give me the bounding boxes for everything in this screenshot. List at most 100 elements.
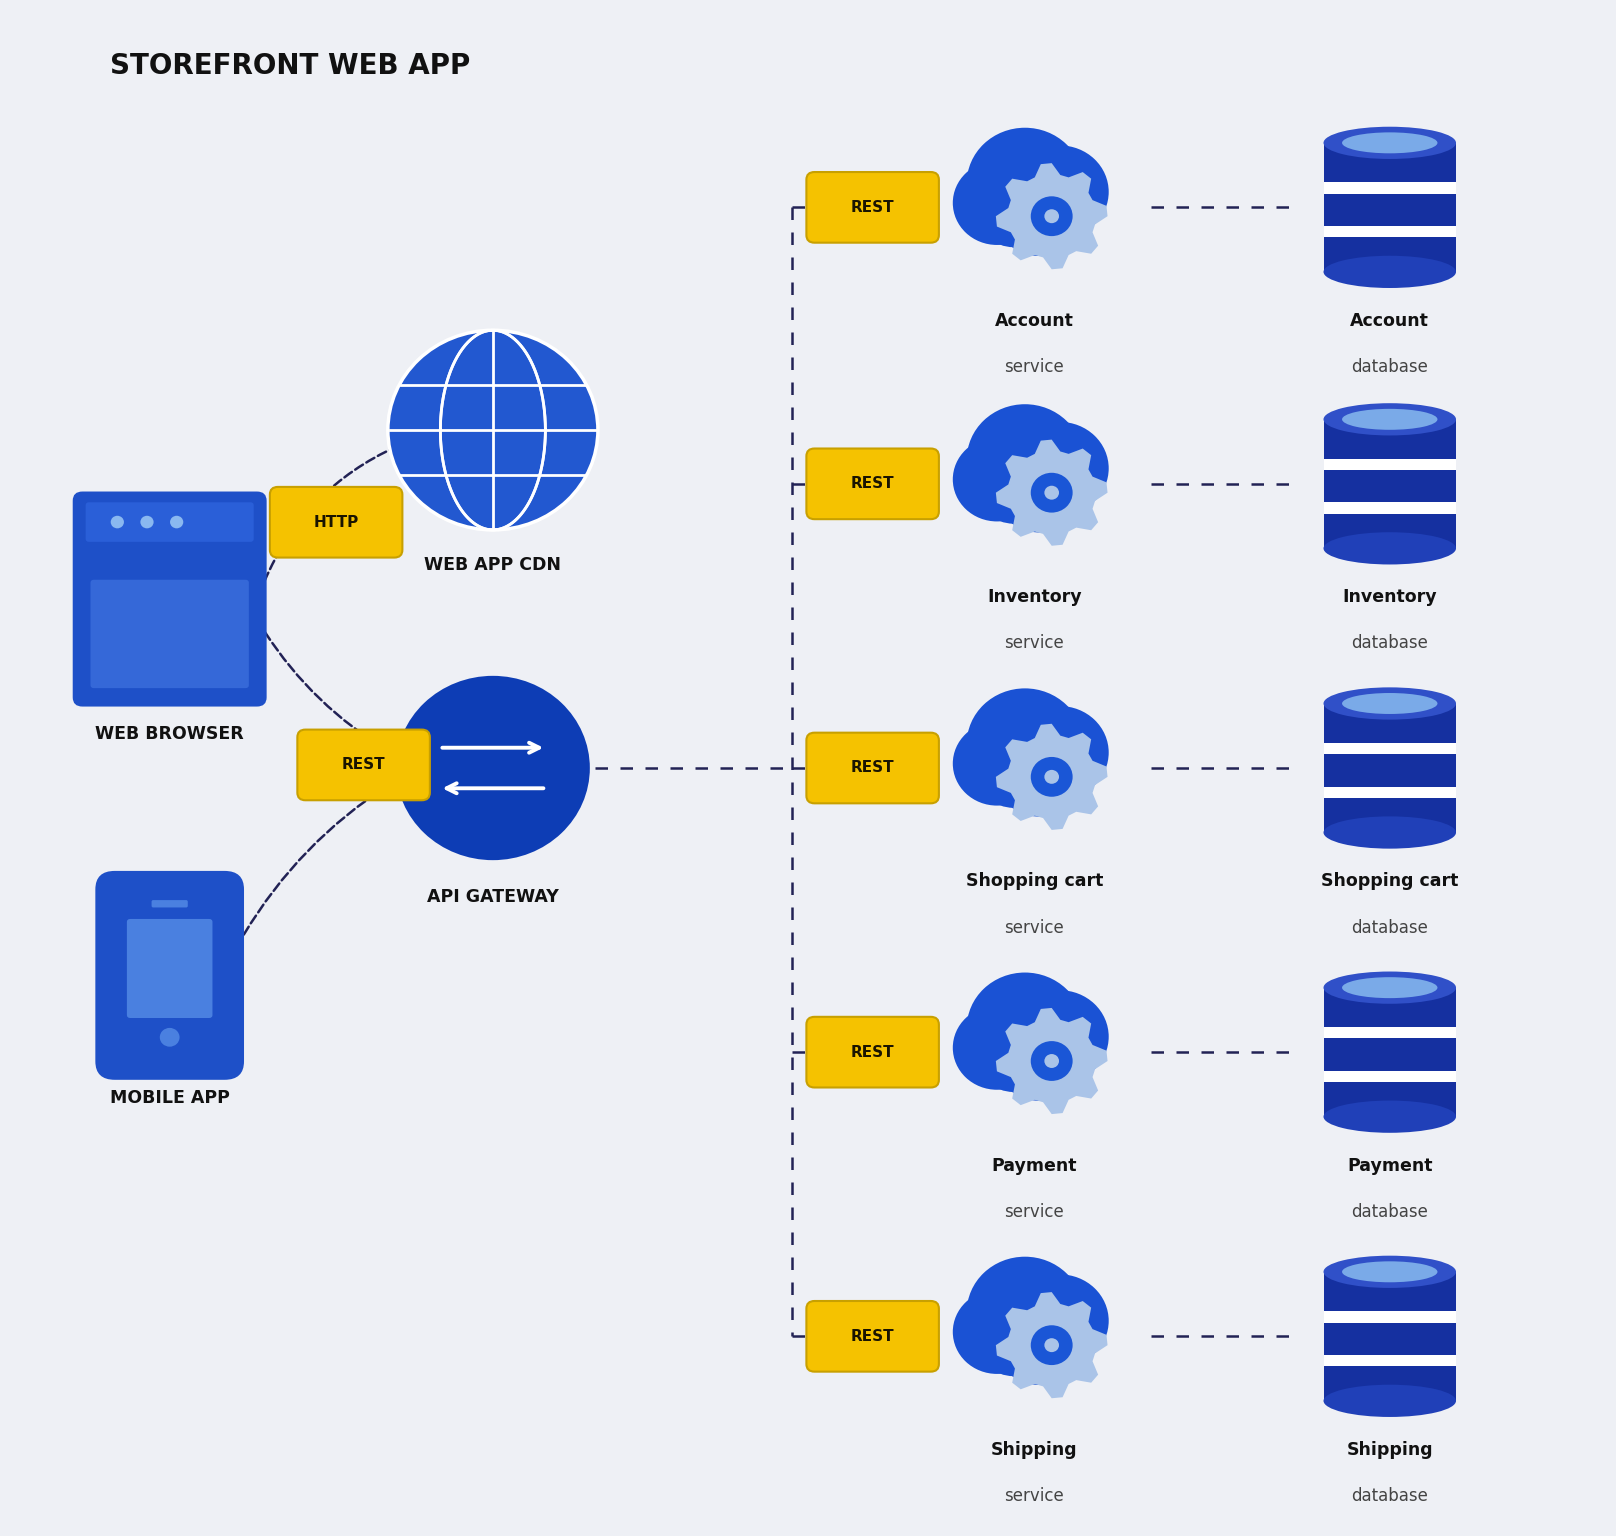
Ellipse shape bbox=[1341, 409, 1438, 430]
Polygon shape bbox=[995, 439, 1107, 545]
Circle shape bbox=[1031, 1041, 1073, 1081]
Text: WEB BROWSER: WEB BROWSER bbox=[95, 725, 244, 743]
Circle shape bbox=[388, 330, 598, 530]
Text: Inventory: Inventory bbox=[987, 588, 1081, 607]
FancyBboxPatch shape bbox=[297, 730, 430, 800]
Ellipse shape bbox=[1324, 404, 1456, 436]
FancyBboxPatch shape bbox=[806, 1017, 939, 1087]
Circle shape bbox=[978, 181, 1049, 247]
Ellipse shape bbox=[1341, 132, 1438, 154]
Polygon shape bbox=[995, 1008, 1107, 1114]
Polygon shape bbox=[1324, 988, 1456, 1117]
Ellipse shape bbox=[1341, 1261, 1438, 1283]
Circle shape bbox=[966, 972, 1083, 1083]
Text: Payment: Payment bbox=[1348, 1157, 1432, 1175]
Text: REST: REST bbox=[852, 476, 894, 492]
Circle shape bbox=[966, 688, 1083, 799]
Text: STOREFRONT WEB APP: STOREFRONT WEB APP bbox=[110, 52, 470, 80]
Text: Shipping: Shipping bbox=[991, 1441, 1078, 1459]
Text: Shopping cart: Shopping cart bbox=[965, 872, 1104, 891]
Text: service: service bbox=[1005, 1203, 1063, 1221]
Polygon shape bbox=[1324, 226, 1456, 237]
Text: database: database bbox=[1351, 1487, 1429, 1505]
Text: REST: REST bbox=[852, 760, 894, 776]
Text: REST: REST bbox=[852, 200, 894, 215]
Circle shape bbox=[1031, 197, 1073, 237]
FancyBboxPatch shape bbox=[128, 919, 212, 1018]
Circle shape bbox=[1031, 473, 1073, 513]
Text: database: database bbox=[1351, 634, 1429, 653]
Circle shape bbox=[1044, 209, 1058, 223]
Ellipse shape bbox=[1324, 1256, 1456, 1287]
Ellipse shape bbox=[1324, 1385, 1456, 1416]
FancyBboxPatch shape bbox=[270, 487, 402, 558]
Ellipse shape bbox=[1324, 257, 1456, 289]
Polygon shape bbox=[995, 723, 1107, 829]
Circle shape bbox=[112, 516, 124, 528]
Circle shape bbox=[994, 1296, 1086, 1385]
Circle shape bbox=[1012, 146, 1109, 238]
Polygon shape bbox=[1324, 459, 1456, 470]
Circle shape bbox=[170, 516, 183, 528]
Text: MOBILE APP: MOBILE APP bbox=[110, 1089, 229, 1107]
Polygon shape bbox=[995, 163, 1107, 269]
Ellipse shape bbox=[1324, 817, 1456, 848]
Text: Account: Account bbox=[995, 312, 1073, 330]
Circle shape bbox=[966, 127, 1083, 238]
Text: REST: REST bbox=[852, 1329, 894, 1344]
Circle shape bbox=[994, 1012, 1086, 1101]
Polygon shape bbox=[995, 1292, 1107, 1398]
Text: service: service bbox=[1005, 919, 1063, 937]
Ellipse shape bbox=[1324, 127, 1456, 158]
Circle shape bbox=[1044, 1054, 1058, 1068]
FancyBboxPatch shape bbox=[73, 492, 267, 707]
Text: REST: REST bbox=[343, 757, 385, 773]
Ellipse shape bbox=[1324, 688, 1456, 719]
Polygon shape bbox=[1324, 786, 1456, 797]
Circle shape bbox=[966, 404, 1083, 515]
Circle shape bbox=[1044, 770, 1058, 783]
FancyBboxPatch shape bbox=[806, 449, 939, 519]
Circle shape bbox=[1012, 991, 1109, 1083]
FancyBboxPatch shape bbox=[806, 733, 939, 803]
Text: service: service bbox=[1005, 1487, 1063, 1505]
Text: database: database bbox=[1351, 1203, 1429, 1221]
Text: REST: REST bbox=[852, 1044, 894, 1060]
Circle shape bbox=[160, 1028, 179, 1046]
Ellipse shape bbox=[1341, 693, 1438, 714]
Circle shape bbox=[978, 458, 1049, 524]
Circle shape bbox=[953, 722, 1041, 805]
Polygon shape bbox=[1324, 1028, 1456, 1038]
Text: API GATEWAY: API GATEWAY bbox=[427, 888, 559, 906]
Circle shape bbox=[953, 438, 1041, 521]
FancyBboxPatch shape bbox=[806, 172, 939, 243]
Circle shape bbox=[994, 444, 1086, 533]
Text: WEB APP CDN: WEB APP CDN bbox=[425, 556, 561, 574]
Text: database: database bbox=[1351, 919, 1429, 937]
Circle shape bbox=[1044, 485, 1058, 499]
FancyBboxPatch shape bbox=[95, 871, 244, 1080]
Circle shape bbox=[978, 1026, 1049, 1092]
Text: Account: Account bbox=[1351, 312, 1429, 330]
Text: service: service bbox=[1005, 358, 1063, 376]
Polygon shape bbox=[1324, 743, 1456, 754]
Polygon shape bbox=[1324, 143, 1456, 272]
Ellipse shape bbox=[1324, 1100, 1456, 1134]
Circle shape bbox=[994, 167, 1086, 257]
Text: service: service bbox=[1005, 634, 1063, 653]
Ellipse shape bbox=[1324, 533, 1456, 565]
Text: Inventory: Inventory bbox=[1343, 588, 1437, 607]
Polygon shape bbox=[1324, 1355, 1456, 1366]
FancyBboxPatch shape bbox=[806, 1301, 939, 1372]
Polygon shape bbox=[1324, 1312, 1456, 1322]
Circle shape bbox=[978, 1310, 1049, 1376]
Text: Shipping: Shipping bbox=[1346, 1441, 1433, 1459]
FancyBboxPatch shape bbox=[90, 579, 249, 688]
Polygon shape bbox=[1324, 502, 1456, 513]
Circle shape bbox=[953, 1006, 1041, 1089]
Polygon shape bbox=[1324, 1272, 1456, 1401]
Circle shape bbox=[1012, 1275, 1109, 1367]
Circle shape bbox=[1044, 1338, 1058, 1352]
Circle shape bbox=[953, 1290, 1041, 1373]
Polygon shape bbox=[1324, 1071, 1456, 1081]
